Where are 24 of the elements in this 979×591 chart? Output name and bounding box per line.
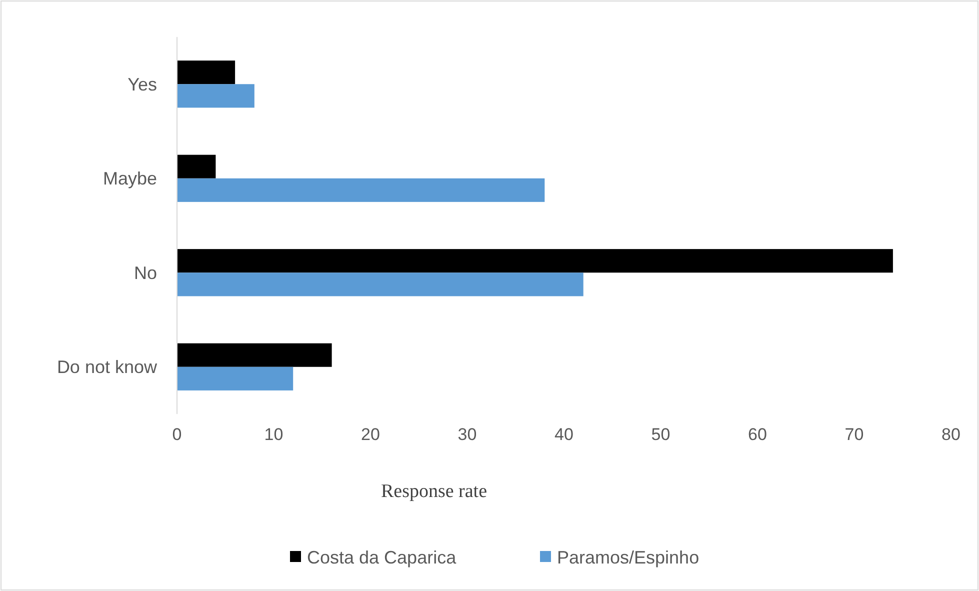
- bar: [177, 154, 216, 178]
- y-tick-label: Yes: [128, 74, 157, 94]
- x-tick-label: 10: [264, 425, 284, 444]
- x-tick-label: 80: [942, 425, 960, 444]
- x-tick-label: 40: [554, 425, 574, 444]
- bar: [177, 249, 893, 273]
- x-tick-label: 50: [651, 425, 670, 444]
- x-tick-label: 30: [458, 425, 477, 444]
- bar: [177, 272, 584, 296]
- legend-label: Costa da Caparica: [307, 547, 458, 568]
- y-tick-label: Maybe: [102, 168, 157, 189]
- y-tick-label: No: [134, 262, 157, 283]
- bar: [177, 343, 332, 367]
- bar: [177, 366, 294, 390]
- x-tick-label: 70: [844, 425, 864, 444]
- x-tick-label: 0: [172, 425, 182, 444]
- x-tick-label: 20: [361, 425, 380, 444]
- legend-label: Paramos/Espinho: [557, 547, 700, 568]
- y-tick-label: Do not know: [56, 357, 158, 378]
- x-tick-label: 60: [748, 425, 767, 444]
- bar: [177, 178, 545, 202]
- bar: [177, 84, 254, 108]
- x-axis-title: Response rate: [380, 481, 488, 502]
- bar: [177, 60, 236, 84]
